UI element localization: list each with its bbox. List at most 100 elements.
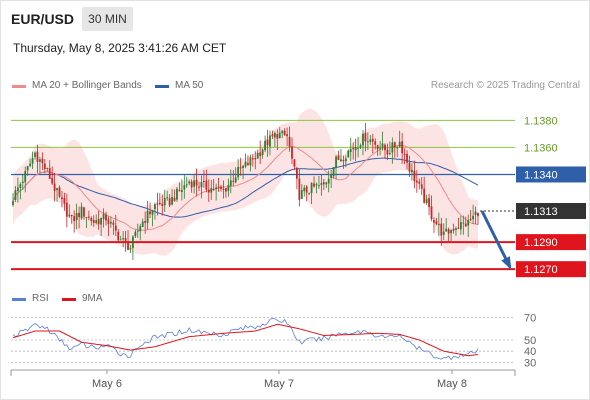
resistance-label: 1.1380: [524, 115, 558, 127]
candle-body: [455, 228, 457, 230]
pivot-label: 1.1340: [524, 169, 558, 181]
candle-body: [117, 231, 120, 241]
candle-body: [381, 143, 384, 148]
support-label: 1.1290: [524, 237, 558, 249]
candle-body: [193, 180, 196, 187]
candle-body: [388, 153, 391, 155]
candle-body: [58, 187, 61, 197]
candle-body: [401, 141, 404, 154]
candle-body: [315, 184, 318, 186]
ma50-swatch: [155, 85, 169, 88]
rsi-tick-label: 70: [524, 313, 536, 325]
candle-body: [264, 140, 266, 151]
candle-body: [447, 229, 450, 234]
candle-body: [154, 204, 156, 210]
candle-body: [300, 189, 303, 199]
candle-body: [149, 211, 151, 215]
candle-body: [322, 182, 325, 185]
candle-body: [156, 203, 159, 205]
candle-body: [457, 227, 460, 229]
candle-body: [342, 160, 345, 162]
candle-body: [85, 217, 88, 219]
candle-body: [305, 186, 308, 193]
candle-body: [39, 159, 41, 162]
rsi-tick-label: 30: [524, 357, 536, 369]
candle-body: [261, 149, 264, 156]
candle-body: [41, 158, 44, 163]
candle-body: [168, 198, 171, 206]
candle-body: [12, 200, 14, 205]
ma9-swatch: [62, 298, 76, 301]
candle-body: [65, 202, 68, 217]
candle-body: [122, 238, 125, 240]
candle-body: [391, 142, 394, 153]
candle-body: [369, 139, 372, 142]
candle-body: [293, 159, 296, 167]
candle-body: [161, 203, 164, 206]
last-price-tag: [516, 203, 586, 219]
candle-body: [244, 161, 247, 167]
candle-body: [198, 186, 200, 188]
candle-body: [472, 215, 475, 220]
candle-body: [251, 158, 254, 160]
candle-body: [349, 149, 352, 153]
candle-body: [259, 152, 262, 156]
candle-body: [464, 223, 467, 227]
candle-body: [119, 239, 122, 241]
resistance-label: 1.1360: [524, 142, 558, 154]
candle-body: [234, 177, 237, 183]
rsi-legend: RSI 9MA: [12, 293, 212, 307]
time-tick-label: May 8: [437, 378, 467, 390]
candle-body: [286, 134, 289, 137]
candle-body: [217, 186, 220, 188]
candle-body: [303, 187, 306, 192]
timeframe-button[interactable]: 30 MIN: [82, 7, 133, 31]
candle-body: [467, 220, 470, 226]
candle-body: [139, 226, 142, 232]
candle-body: [276, 133, 279, 139]
candle-body: [295, 167, 298, 179]
candle-body: [215, 187, 218, 190]
candle-body: [411, 169, 413, 173]
candle-body: [386, 149, 389, 155]
candle-body: [68, 214, 71, 217]
candle-body: [364, 132, 367, 142]
candle-body: [398, 141, 401, 147]
candle-body: [21, 181, 24, 183]
candle-body: [185, 184, 188, 186]
candle-body: [102, 213, 105, 220]
candle-body: [320, 183, 323, 185]
candle-body: [418, 181, 421, 184]
candle-body: [70, 215, 73, 217]
candle-body: [430, 206, 433, 220]
candle-body: [114, 225, 117, 231]
candle-body: [271, 134, 274, 137]
candle-body: [435, 221, 438, 225]
candle-body: [283, 130, 286, 136]
candle-body: [450, 229, 452, 234]
candle-body: [26, 166, 29, 171]
rsi-swatch: [12, 298, 26, 301]
candle-body: [202, 180, 205, 182]
candle-body: [232, 180, 235, 182]
support-label: 1.1270: [524, 264, 558, 276]
candle-body: [29, 163, 32, 167]
indicator-legend: MA 20 + Bollinger Bands MA 50: [12, 80, 312, 94]
symbol-label: EUR/USD: [11, 11, 75, 27]
candle-body: [256, 152, 259, 159]
candle-body: [313, 183, 315, 187]
pivot-tag: [516, 166, 586, 183]
candle-body: [273, 133, 276, 138]
candle-body: [105, 214, 107, 221]
candle-body: [14, 190, 17, 200]
candle-body: [212, 189, 215, 191]
candle-body: [423, 188, 426, 203]
candle-body: [90, 217, 93, 222]
candle-body: [396, 147, 399, 149]
candle-body: [144, 220, 147, 223]
candle-body: [225, 188, 227, 192]
candle-body: [31, 157, 34, 164]
candle-body: [281, 130, 284, 134]
candle-body: [19, 184, 22, 189]
